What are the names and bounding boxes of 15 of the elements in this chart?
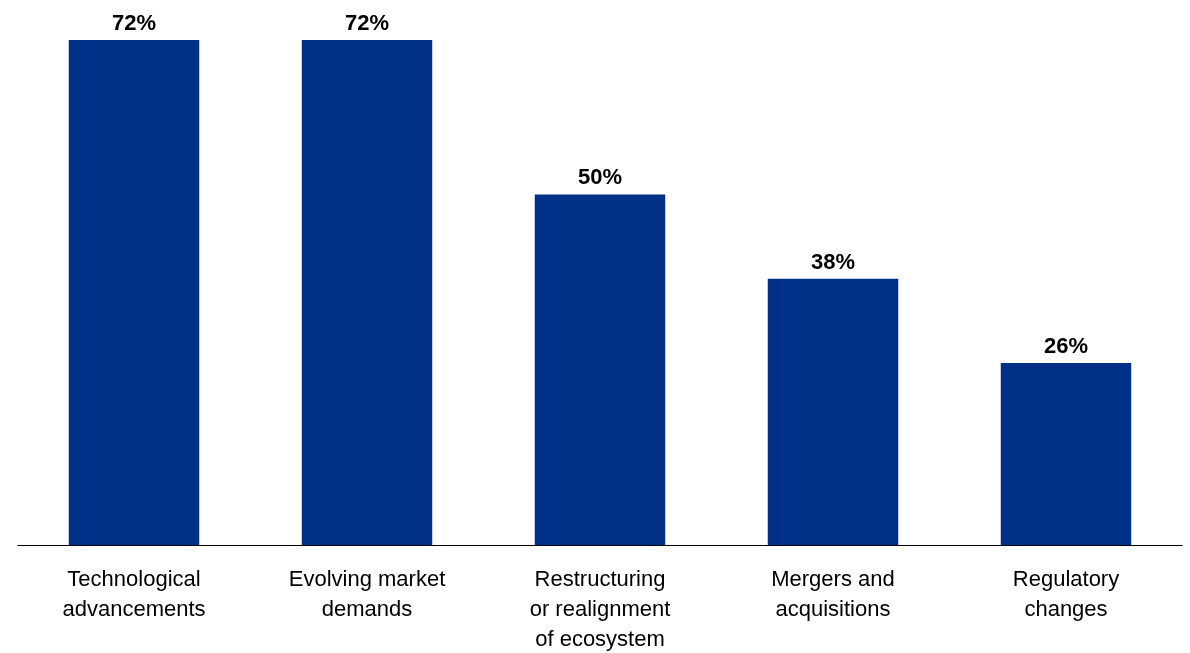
bar [1000, 362, 1132, 546]
data-label: 72% [344, 9, 390, 35]
x-tick-label: Evolving market demands [288, 565, 446, 621]
x-tick-label: Restructuring or realignment of ecosystem [529, 565, 671, 651]
data-label: 38% [810, 248, 856, 274]
data-label: 50% [577, 164, 623, 190]
bar [534, 194, 666, 546]
data-label: 72% [111, 9, 157, 35]
bar [68, 39, 200, 546]
bar [301, 39, 433, 546]
bar [767, 278, 899, 546]
x-tick-label: Regulatory changes [1012, 565, 1120, 621]
x-tick-label: Technological advancements [62, 565, 206, 621]
x-tick-label: Mergers and acquisitions [771, 565, 895, 621]
data-label: 26% [1043, 332, 1089, 358]
